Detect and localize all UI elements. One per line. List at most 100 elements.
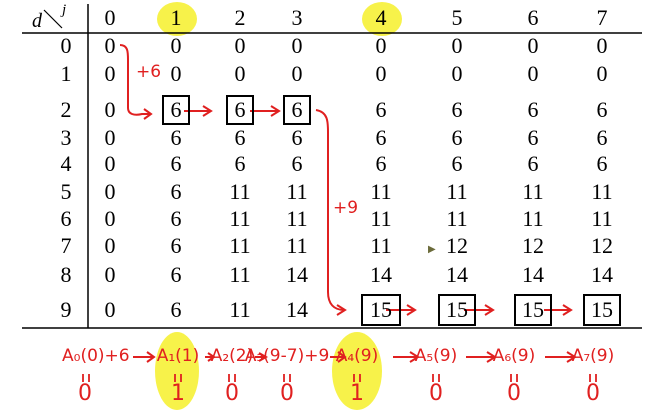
table-cell: 6 <box>351 98 411 122</box>
plus-six-note: +6 <box>136 62 161 82</box>
recurrence-bit-6: 0 <box>507 384 521 404</box>
table-cell: 0 <box>80 62 140 86</box>
recurrence-bit-3: 0 <box>280 384 294 404</box>
recurrence-term-1: A₁(1) <box>157 346 200 366</box>
table-cell: 0 <box>80 98 140 122</box>
recurrence-term-7: A₇(9) <box>572 346 615 366</box>
table-cell: 11 <box>351 180 411 204</box>
table-cell: 6 <box>146 263 206 287</box>
table-cell: 11 <box>351 234 411 258</box>
corner-row-label: d <box>32 10 42 33</box>
table-cell: 11 <box>267 207 327 231</box>
boxed-cell: 15 <box>361 294 401 326</box>
table-cell: 0 <box>80 152 140 176</box>
table-cell: 6 <box>572 152 632 176</box>
table-cell: 6 <box>572 98 632 122</box>
recurrence-bit-1: 1 <box>171 384 185 404</box>
boxed-cell: 15 <box>583 294 621 326</box>
boxed-cell: 6 <box>226 95 254 125</box>
column-header-3: 3 <box>267 6 327 30</box>
table-cell: 11 <box>267 234 327 258</box>
table-cell: 14 <box>267 298 327 322</box>
column-header-5: 5 <box>427 6 487 30</box>
table-cell: 11 <box>572 180 632 204</box>
mouse-cursor-icon: ▶ <box>428 244 436 255</box>
recurrence-term-6: A₆(9) <box>493 346 536 366</box>
table-cell: 11 <box>351 207 411 231</box>
table-cell: 0 <box>572 62 632 86</box>
table-cell: 0 <box>503 34 563 58</box>
table-cell: 6 <box>572 126 632 150</box>
table-cell: 0 <box>267 34 327 58</box>
recurrence-bit-7: 0 <box>586 384 600 404</box>
table-cell: 11 <box>210 207 270 231</box>
recurrence-bit-5: 0 <box>429 384 443 404</box>
table-cell: 11 <box>503 180 563 204</box>
table-cell: 6 <box>146 298 206 322</box>
recurrence-term-3: A₃(9-7)+9 <box>245 346 330 366</box>
table-cell: 6 <box>503 152 563 176</box>
column-header-6: 6 <box>503 6 563 30</box>
table-cell: 14 <box>267 263 327 287</box>
table-cell: 11 <box>572 207 632 231</box>
table-cell: 0 <box>267 62 327 86</box>
table-cell: 14 <box>572 263 632 287</box>
plus-nine-note: +9 <box>333 198 358 218</box>
table-cell: 12 <box>503 234 563 258</box>
table-cell: 11 <box>267 180 327 204</box>
table-cell: 6 <box>146 207 206 231</box>
table-cell: 6 <box>351 152 411 176</box>
table-cell: 0 <box>351 34 411 58</box>
recurrence-term-5: A₅(9) <box>415 346 458 366</box>
table-cell: 6 <box>146 126 206 150</box>
table-cell: 0 <box>80 298 140 322</box>
table-cell: 11 <box>210 263 270 287</box>
table-cell: 0 <box>80 180 140 204</box>
table-cell: 11 <box>427 207 487 231</box>
recurrence-bit-2: 0 <box>225 384 239 404</box>
table-cell: 0 <box>503 62 563 86</box>
table-cell: 6 <box>210 152 270 176</box>
table-cell: 6 <box>503 98 563 122</box>
table-cell: 12 <box>427 234 487 258</box>
table-cell: 14 <box>427 263 487 287</box>
table-cell: 6 <box>503 126 563 150</box>
table-cell: 6 <box>146 152 206 176</box>
boxed-cell: 6 <box>162 95 190 125</box>
table-cell: 6 <box>146 180 206 204</box>
recurrence-bit-4: 1 <box>350 384 364 404</box>
table-cell: 11 <box>503 207 563 231</box>
table-cell: 6 <box>427 152 487 176</box>
table-cell: 0 <box>210 34 270 58</box>
table-cell: 0 <box>80 263 140 287</box>
table-cell: 0 <box>80 234 140 258</box>
recurrence-bit-0: 0 <box>78 384 92 404</box>
table-cell: 6 <box>267 126 327 150</box>
table-cell: 11 <box>210 234 270 258</box>
table-cell: 12 <box>572 234 632 258</box>
table-cell: 0 <box>210 62 270 86</box>
table-cell: 0 <box>572 34 632 58</box>
table-cell: 0 <box>80 126 140 150</box>
table-cell: 6 <box>267 152 327 176</box>
recurrence-term-0: A₀(0)+6 <box>62 346 130 366</box>
boxed-cell: 6 <box>283 95 311 125</box>
column-header-7: 7 <box>572 6 632 30</box>
table-cell: 0 <box>351 62 411 86</box>
column-header-0: 0 <box>80 6 140 30</box>
table-cell: 0 <box>80 207 140 231</box>
table-cell: 14 <box>351 263 411 287</box>
boxed-cell: 15 <box>438 294 476 326</box>
table-cell: 11 <box>210 180 270 204</box>
recurrence-term-4: A₄(9) <box>336 346 379 366</box>
table-cell: 0 <box>80 34 140 58</box>
table-cell: 11 <box>210 298 270 322</box>
table-cell: 6 <box>146 234 206 258</box>
table-cell: 0 <box>427 34 487 58</box>
table-cell: 0 <box>146 34 206 58</box>
column-header-4: 4 <box>351 6 411 30</box>
corner-col-label: j <box>62 2 66 19</box>
table-cell: 6 <box>210 126 270 150</box>
column-header-2: 2 <box>210 6 270 30</box>
